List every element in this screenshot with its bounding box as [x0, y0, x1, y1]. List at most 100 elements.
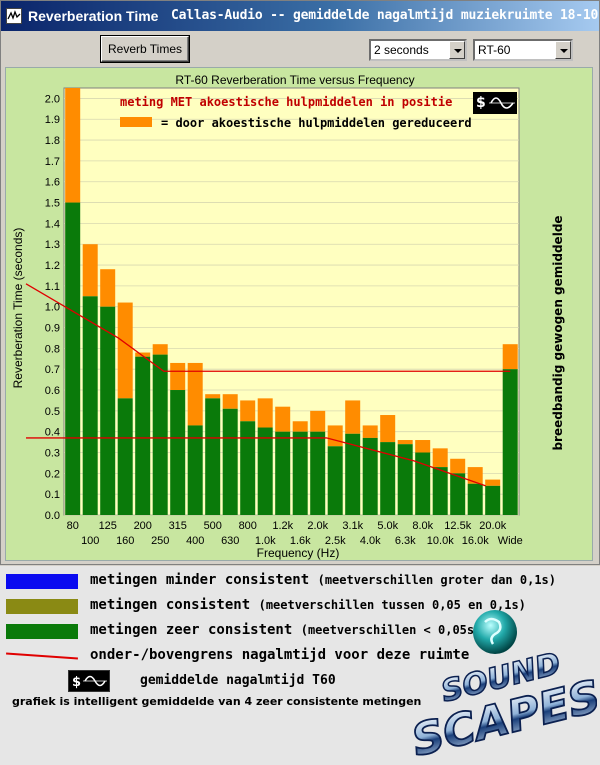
right-axis-label: breedbandig gewogen gemiddelde	[551, 215, 565, 450]
blue-swatch	[6, 574, 78, 589]
y-tick-label: 1.8	[45, 135, 60, 147]
bar-reduced-part	[257, 398, 273, 428]
bar-consistent-part	[187, 425, 203, 515]
bar-consistent-part	[65, 202, 81, 515]
bar-reduced-part	[292, 421, 308, 432]
bar-consistent-part	[310, 431, 326, 515]
y-tick-label: 0.5	[45, 406, 60, 418]
app-icon	[6, 8, 22, 24]
y-tick-label: 0.2	[45, 468, 60, 480]
bar-reduced-part	[275, 406, 291, 432]
y-tick-label: 0.9	[45, 323, 60, 335]
red-line-swatch	[6, 652, 78, 660]
x-tick-label: 6.3k	[395, 535, 416, 547]
footnote: grafiek is intelligent gemiddelde van 4 …	[12, 695, 422, 708]
bar-consistent-part	[327, 446, 343, 515]
chevron-down-icon[interactable]	[449, 41, 465, 59]
bar-consistent-part	[170, 390, 186, 515]
x-tick-label: 315	[169, 520, 187, 532]
x-tick-label: 4.0k	[360, 535, 381, 547]
x-tick-label: 8.0k	[412, 520, 433, 532]
x-tick-label: 2.5k	[325, 535, 346, 547]
bar-consistent-part	[467, 483, 483, 515]
y-tick-label: 1.4	[45, 218, 60, 230]
legend-panel: metingen minder consistent (meetverschil…	[0, 566, 600, 765]
y-tick-label: 1.5	[45, 198, 60, 210]
x-tick-label: 10.0k	[427, 535, 454, 547]
window-subtitle: Callas-Audio -- gemiddelde nagalmtijd mu…	[171, 8, 600, 23]
bar-consistent-part	[152, 354, 168, 515]
y-tick-label: 1.9	[45, 114, 60, 126]
legend-row-text: metingen consistent (meetverschillen tus…	[90, 597, 526, 613]
bar-reduced-part	[170, 362, 186, 391]
bar-reduced-part	[485, 479, 501, 486]
app-window: Reverberation Time Callas-Audio -- gemid…	[0, 0, 600, 565]
bar-reduced-part	[205, 394, 221, 399]
y-axis-ticks: 0.0 0.1 0.2 0.3 0.4 0.5 0.6 0.7 0.8 0.9 1.0 1.1 1.2 1…	[45, 93, 60, 522]
bar-consistent-part	[82, 296, 98, 515]
x-tick-label: 250	[151, 535, 169, 547]
legend-label: metingen minder consistent	[90, 572, 310, 588]
legend-row-less-consistent: metingen minder consistent (meetverschil…	[0, 572, 556, 590]
measurement-mode-select[interactable]: RT-60	[473, 39, 573, 61]
legend-row-text: metingen minder consistent (meetverschil…	[90, 572, 556, 588]
x-tick-label: 20.0k	[479, 520, 506, 532]
x-tick-label: 5.0k	[377, 520, 398, 532]
bar-consistent-part	[135, 356, 151, 515]
y-tick-label: 0.6	[45, 385, 60, 397]
reverb-times-button[interactable]: Reverb Times	[101, 36, 189, 62]
x-tick-label: Wide	[498, 535, 523, 547]
y-tick-label: 0.4	[45, 427, 60, 439]
upper-limit-line	[25, 283, 511, 372]
chart-title: RT-60 Reverberation Time versus Frequenc…	[175, 73, 414, 87]
x-axis-ticks: 80 125 200 315 500 800 1.2k 2.0k 3.1k 5.0k 8.0k 12.…	[67, 520, 523, 547]
bar-consistent-part	[415, 452, 431, 515]
limit-lines	[25, 283, 511, 487]
bar-reduced-part	[310, 410, 326, 432]
y-axis-label: Reverberation Time (seconds)	[11, 228, 25, 389]
x-tick-label: 400	[186, 535, 204, 547]
y-tick-label: 0.1	[45, 489, 60, 501]
time-range-select[interactable]: 2 seconds	[369, 39, 467, 61]
reverb-chart: RT-60 Reverberation Time versus Frequenc…	[11, 73, 565, 560]
bar-reduced-part	[362, 425, 378, 438]
bar-reduced-part	[152, 344, 168, 355]
y-tick-label: 1.3	[45, 239, 60, 251]
bar-reduced-part	[222, 394, 238, 409]
lower-limit-line	[26, 437, 486, 487]
x-tick-label: 16.0k	[462, 535, 489, 547]
svg-text:$: $	[476, 95, 486, 111]
bar-reduced-part	[415, 440, 431, 453]
x-tick-label: 1.0k	[255, 535, 276, 547]
bar-consistent-part	[502, 369, 518, 515]
bar-reduced-part	[467, 467, 483, 484]
y-tick-label: 1.2	[45, 260, 60, 272]
bar-reduced-part	[345, 400, 361, 434]
legend-heading: meting MET akoestische hulpmiddelen in p…	[120, 95, 452, 109]
time-range-value: 2 seconds	[374, 43, 429, 57]
x-tick-label: 1.2k	[272, 520, 293, 532]
bar-consistent-part	[397, 444, 413, 515]
x-tick-label: 160	[116, 535, 134, 547]
globe-icon	[473, 610, 517, 654]
x-tick-label: 100	[81, 535, 99, 547]
bar-reduced-part	[65, 88, 81, 203]
bar-consistent-part	[345, 433, 361, 515]
bar-consistent-part	[100, 306, 116, 515]
bar-consistent-part	[275, 431, 291, 515]
title-bar: Reverberation Time Callas-Audio -- gemid…	[1, 1, 600, 31]
y-tick-label: 1.6	[45, 177, 60, 189]
bar-reduced-part	[397, 440, 413, 445]
x-tick-label: 3.1k	[342, 520, 363, 532]
x-tick-label: 12.5k	[444, 520, 471, 532]
bar-reduced-part	[327, 425, 343, 447]
chevron-down-icon[interactable]	[555, 41, 571, 59]
x-tick-label: 800	[239, 520, 257, 532]
toolbar: Reverb Times 2 seconds RT-60	[5, 33, 593, 65]
bar-consistent-part	[380, 442, 396, 515]
app-title: Reverberation Time	[28, 8, 159, 24]
x-tick-label: 200	[134, 520, 152, 532]
bar-reduced-part	[502, 344, 518, 370]
green-swatch	[6, 624, 78, 639]
bar-consistent-part	[362, 437, 378, 515]
